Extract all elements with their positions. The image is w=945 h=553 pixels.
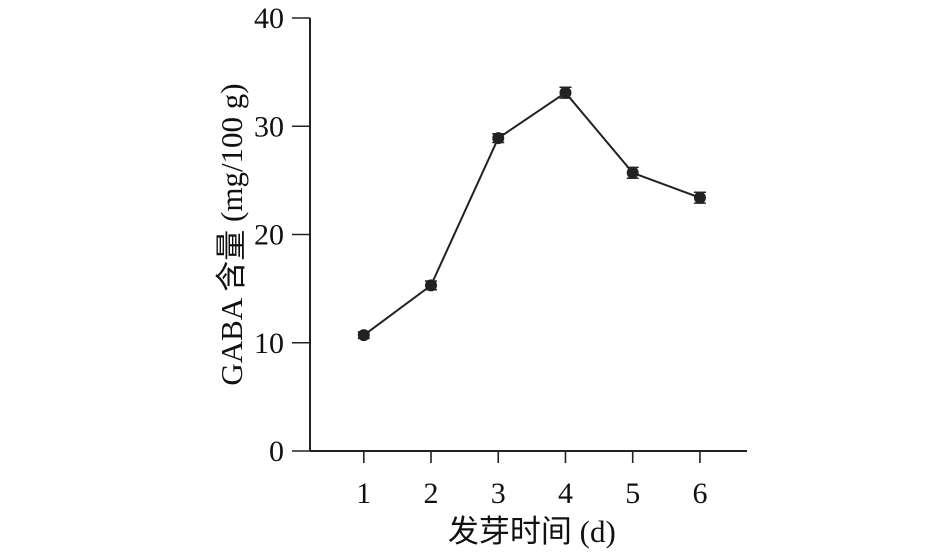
- y-tick-label: 10: [254, 327, 284, 360]
- data-point: [559, 86, 572, 99]
- x-tick-label: 6: [692, 477, 707, 510]
- chart-axes: 0 10 20 30 40 1 2 3 4 5 6: [254, 2, 747, 510]
- data-point: [492, 132, 505, 145]
- x-tick-label: 5: [625, 477, 640, 510]
- y-tick-label: 20: [254, 219, 284, 252]
- x-tick-label: 1: [356, 477, 371, 510]
- x-axis-label: 发芽时间 (d): [448, 514, 616, 549]
- x-tick-label: 2: [424, 477, 439, 510]
- series-line: [363, 91, 701, 337]
- series-layer: [357, 86, 706, 342]
- data-point: [693, 191, 706, 204]
- y-tick-label: 30: [254, 110, 284, 143]
- y-axis-label: GABA 含量 (mg/100 g): [214, 83, 249, 385]
- data-point: [425, 279, 438, 292]
- data-point: [626, 166, 639, 179]
- x-tick-label: 4: [558, 477, 573, 510]
- y-tick-label: 0: [269, 435, 284, 468]
- data-point: [357, 329, 370, 342]
- x-tick-label: 3: [491, 477, 506, 510]
- y-tick-label: 40: [254, 2, 284, 35]
